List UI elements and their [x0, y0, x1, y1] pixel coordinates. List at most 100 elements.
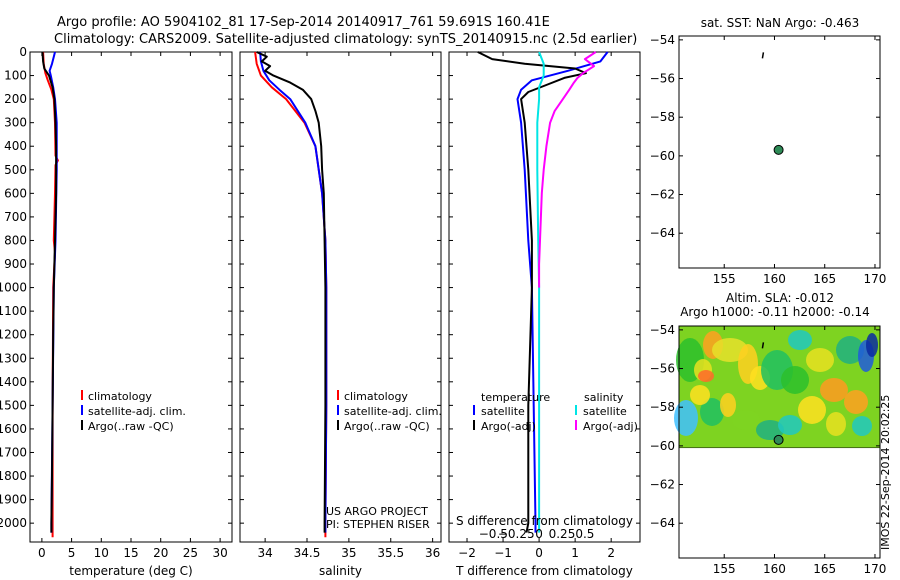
x-tick-label: 10 [94, 546, 109, 560]
x2-tick-label: −0.25 [498, 527, 535, 541]
x-tick-label: 2 [607, 546, 615, 560]
sla-map-title-line2: Argo h1000: -0.11 h2000: -0.14 [680, 305, 870, 319]
x2-tick-label: 0.25 [549, 527, 576, 541]
y-tick-label: −62 [650, 478, 675, 492]
x-tick-label: 170 [864, 272, 887, 286]
panel-difference: −2 −1 0 1 2 T difference from climatology −0.5… [448, 51, 641, 578]
series-line-argo-raw-qc- [256, 51, 327, 533]
x-tick-label: 155 [713, 272, 736, 286]
sla-map-title-line1: Altim. SLA: -0.012 [726, 291, 834, 305]
sla-anomaly-patch [732, 410, 760, 430]
x-tick-label: 34.5 [294, 546, 321, 560]
y-tick-label: 700 [4, 210, 27, 224]
x-tick-label: 36 [425, 546, 440, 560]
plot-frame [239, 51, 442, 543]
sla-anomaly-patch [820, 378, 848, 402]
plot-frame [29, 51, 233, 543]
y-tick-label: 600 [4, 186, 27, 200]
legend-entry: Argo(..raw -QC) [344, 420, 430, 433]
y-tick-label: 500 [4, 163, 27, 177]
series-line-salinity-satellite [536, 51, 545, 533]
legend-entry: climatology [88, 390, 152, 403]
x-tick-label: 0 [535, 546, 543, 560]
y-tick-label: −64 [650, 226, 675, 240]
sla-anomaly-patch [844, 390, 868, 414]
sla-anomaly-patch [836, 336, 864, 364]
legend-entry: Argo(..raw -QC) [88, 420, 174, 433]
legend-entry: Argo(-adj) [583, 420, 638, 433]
y-tick-label: −58 [650, 110, 675, 124]
legend-entry: satellite [583, 405, 627, 418]
x-axis-label: T difference from climatology [455, 564, 633, 578]
x-tick-label: 155 [713, 562, 736, 576]
x-tick-label: 160 [763, 272, 786, 286]
y-tick-label: −60 [650, 439, 675, 453]
y-tick-label: −62 [650, 188, 675, 202]
map-frame [678, 35, 881, 269]
x-axis-label: temperature (deg C) [69, 564, 192, 578]
y-tick-label: 1000 [0, 281, 27, 295]
series-line-climatology [254, 51, 328, 538]
figure-title-line1: Argo profile: AO 5904102_81 17-Sep-2014 … [57, 15, 550, 30]
y-tick-label: 300 [4, 116, 27, 130]
map-frame [678, 325, 881, 559]
panel-salinity: 34 34.5 35 35.5 36 salinity climatology satelli… [239, 51, 442, 578]
sla-anomaly-patch [852, 416, 872, 436]
sla-anomaly-patch [778, 415, 802, 435]
sla-anomaly-patch [798, 396, 826, 424]
y-tick-label: −60 [650, 149, 675, 163]
sla-anomaly-patch [700, 398, 724, 426]
x-tick-label: 15 [123, 546, 138, 560]
x-tick-label: −1 [494, 546, 512, 560]
sla-anomaly-patch [826, 412, 846, 436]
y-tick-label: 1600 [0, 422, 27, 436]
x2-tick-label: 0 [535, 527, 543, 541]
y-tick-label: 1200 [0, 328, 27, 342]
y-tick-label: 1400 [0, 375, 27, 389]
legend-entry: satellite [481, 405, 525, 418]
sst-map-title: sat. SST: NaN Argo: -0.463 [701, 16, 860, 30]
x-tick-label: 1 [571, 546, 579, 560]
legend-header-temperature: temperature [481, 391, 550, 404]
project-annotation: US ARGO PROJECT [326, 505, 428, 518]
sla-anomaly-patch [866, 333, 878, 357]
y-tick-label: −64 [650, 516, 675, 530]
y-tick-label: −58 [650, 400, 675, 414]
plot-frame [448, 51, 641, 543]
x-tick-label: 165 [813, 272, 836, 286]
sla-anomaly-patch [698, 370, 714, 382]
legend-entry: climatology [344, 390, 408, 403]
y-tick-label: 1700 [0, 445, 27, 459]
sla-anomaly-patch [788, 330, 812, 350]
x-tick-label: 170 [864, 562, 887, 576]
y-tick-label: 900 [4, 257, 27, 271]
legend-entry: Argo(-adj) [481, 420, 536, 433]
y-tick-label: 1300 [0, 351, 27, 365]
y-tick-label: −54 [650, 33, 675, 47]
y-tick-label: 2000 [0, 516, 27, 530]
sla-anomaly-patch [690, 385, 710, 405]
float-track-mark [761, 342, 765, 349]
legend-entry: satellite-adj. clim. [88, 405, 186, 418]
y-tick-label: 100 [4, 69, 27, 83]
y-tick-label: 800 [4, 233, 27, 247]
float-track-mark [761, 52, 765, 59]
y-tick-label: 1900 [0, 493, 27, 507]
series-line-satellite-adj-clim- [259, 51, 328, 533]
y-tick-label: −56 [650, 362, 675, 376]
x-tick-label: 5 [68, 546, 76, 560]
x-tick-label: 20 [153, 546, 168, 560]
x-tick-label: 0 [38, 546, 46, 560]
argo-position-marker [773, 434, 784, 445]
timestamp-side-label: IMOS 22-Sep-2014 20:02:25 [879, 395, 892, 550]
series-line-temperature-argo-adj- [477, 51, 587, 533]
panel-temperature: 0100200300400500600700800900100011001200… [0, 45, 233, 578]
y-tick-label: 1100 [0, 304, 27, 318]
y-tick-label: 200 [4, 92, 27, 106]
series-line-temperature-satellite [516, 51, 609, 533]
x2-tick-label: 0.5 [575, 527, 594, 541]
x-tick-label: 35 [341, 546, 356, 560]
y-tick-label: 0 [19, 45, 27, 59]
legend-entry: satellite-adj. clim. [344, 405, 442, 418]
